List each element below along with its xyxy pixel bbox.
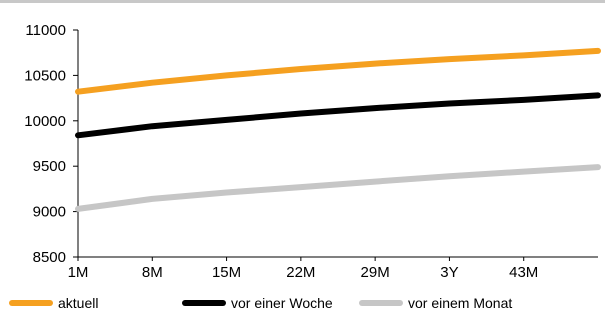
legend: aktuell vor einer Woche vor einem Monat	[9, 295, 512, 311]
x-tick-label: 1M	[68, 264, 89, 281]
x-tick-label: 15M	[212, 264, 241, 281]
x-tick-label: 8M	[142, 264, 163, 281]
y-tick-label: 11000	[25, 22, 66, 39]
y-tick-label: 10000	[24, 113, 66, 130]
top-border	[0, 0, 605, 3]
y-tick-label: 9000	[33, 204, 66, 221]
series-line-vor-einer-woche	[75, 92, 601, 139]
x-tick-label: 29M	[361, 264, 390, 281]
x-tick-label: 3Y	[440, 264, 458, 281]
x-tick-label: 43M	[509, 264, 538, 281]
y-tick-label: 10500	[24, 67, 66, 84]
series-lines	[75, 47, 601, 212]
y-tick-label: 8500	[33, 249, 66, 266]
legend-label-aktuell: aktuell	[58, 295, 98, 311]
x-tick-label: 22M	[286, 264, 315, 281]
series-line-vor-einem-monat	[75, 164, 601, 212]
legend-label-vor-einer-woche: vor einer Woche	[231, 295, 333, 311]
axes: 8500 9000 9500 10000 10500 11000 1M 8M 15M 22M 29M…	[24, 22, 598, 281]
series-line-aktuell	[75, 47, 601, 95]
legend-label-vor-einem-monat: vor einem Monat	[408, 295, 512, 311]
y-tick-label: 9500	[33, 158, 66, 175]
